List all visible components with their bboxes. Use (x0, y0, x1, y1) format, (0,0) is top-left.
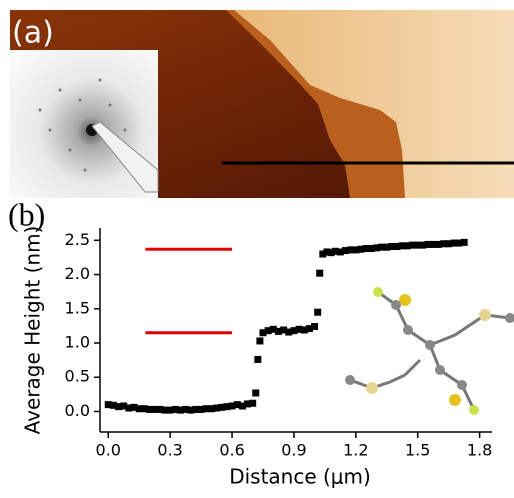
figure: (a) (b) Distance (μm) Average Height (nm… (0, 0, 514, 494)
y-tick-label: 0.0 (65, 401, 90, 420)
y-axis-label: Average Height (nm) (21, 226, 45, 435)
diffraction-inset (10, 50, 158, 198)
data-point (252, 389, 259, 396)
x-tick-label: 0.9 (281, 441, 306, 460)
x-tick-label: 0.0 (96, 441, 121, 460)
afm-image: (a) (10, 10, 514, 198)
data-point (249, 400, 256, 407)
x-tick-label: 1.5 (405, 441, 430, 460)
y-tick-label: 1.5 (65, 298, 90, 317)
y-tick-label: 0.5 (65, 367, 90, 386)
data-point (316, 270, 323, 277)
data-point (311, 323, 318, 330)
panel-label: (a) (12, 16, 54, 51)
y-tick-label: 2.0 (65, 264, 90, 283)
data-point (254, 356, 261, 363)
x-tick-label: 1.8 (467, 441, 492, 460)
x-tick-label: 0.6 (219, 441, 244, 460)
x-tick-label: 0.3 (157, 441, 182, 460)
data-point (314, 309, 321, 316)
molecule (345, 287, 514, 415)
y-tick-label: 1.0 (65, 333, 90, 352)
x-axis-label: Distance (μm) (229, 465, 371, 489)
data-point (461, 239, 468, 246)
y-tick-label: 2.5 (65, 230, 90, 249)
data-point (256, 337, 263, 344)
x-tick-label: 1.2 (343, 441, 368, 460)
